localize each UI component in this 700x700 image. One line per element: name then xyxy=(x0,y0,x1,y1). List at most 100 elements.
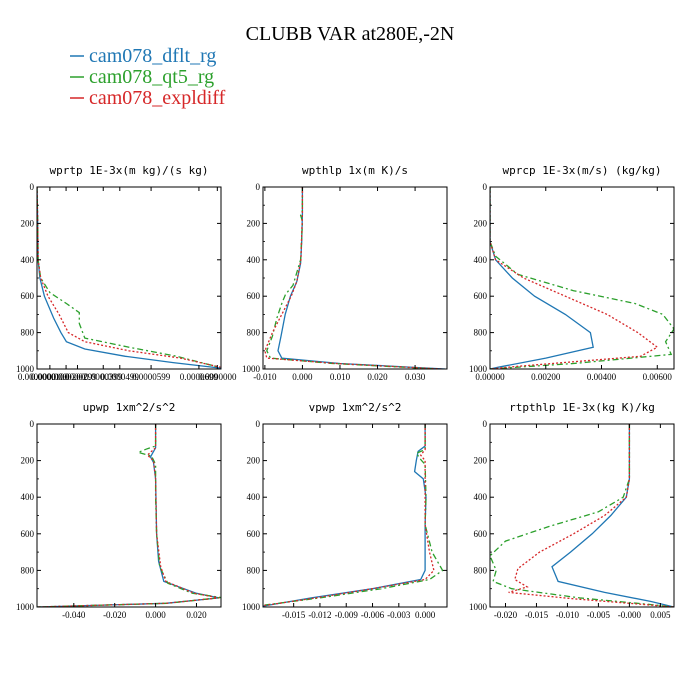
panel-title: vpwp 1xm^2/s^2 xyxy=(309,401,402,414)
x-tick-label: 0.00200 xyxy=(531,372,561,382)
x-tick-label: 0.0000000 xyxy=(18,372,57,382)
x-tick-label: 0.0000699 xyxy=(180,372,219,382)
plot-frame xyxy=(262,186,448,370)
series-line-cam078_expldiff xyxy=(264,187,442,369)
series-line-cam078_dflt_rg xyxy=(551,424,674,607)
y-tick-label: 1000 xyxy=(469,364,488,374)
y-tick-label: 800 xyxy=(21,565,35,575)
x-tick-label: -0.010 xyxy=(253,372,277,382)
x-tick-label: -0.015 xyxy=(282,610,306,620)
x-tick-label: -0.020 xyxy=(103,610,127,620)
y-tick-label: 1000 xyxy=(242,602,261,612)
plot-frame xyxy=(36,186,222,370)
series-line-cam078_dflt_rg xyxy=(37,187,221,369)
y-tick-label: 600 xyxy=(474,291,488,301)
series-line-cam078_qt5_rg xyxy=(266,187,438,369)
x-tick-label: -0.010 xyxy=(556,610,580,620)
series-line-cam078_expldiff xyxy=(37,424,220,607)
y-tick-label: 600 xyxy=(247,291,261,301)
series-line-cam078_qt5_rg xyxy=(490,424,674,607)
y-tick-label: 0 xyxy=(30,419,35,429)
x-tick-label: -0.000 xyxy=(618,610,642,620)
figure-title: CLUBB VAR at280E,-2N xyxy=(246,23,455,45)
series-line-cam078_dflt_rg xyxy=(263,424,427,607)
panel-title: wprtp 1E-3x(m kg)/(s kg) xyxy=(50,164,209,177)
plot-frame xyxy=(489,423,675,608)
panel-4: upwp 1xm^2/s^2 0 200 400 600 800 1000 -0.040 -0.… xyxy=(16,401,222,620)
x-tick-label: -0.005 xyxy=(587,610,611,620)
series-group xyxy=(263,424,444,607)
y-tick-label: 1000 xyxy=(16,602,35,612)
y-tick-label: 800 xyxy=(21,328,35,338)
y-tick-label: 0 xyxy=(256,182,261,192)
x-tick-label: 0.00000 xyxy=(475,372,505,382)
panel-3: wprcp 1E-3x(m/s) (kg/kg) 0 200 400 600 800 100… xyxy=(469,164,675,382)
series-group xyxy=(264,187,446,369)
series-group xyxy=(37,424,221,607)
x-tick-label: 0.0000000 xyxy=(198,372,237,382)
x-tick-label: 0.0000499 xyxy=(101,372,140,382)
y-tick-label: 1000 xyxy=(16,364,35,374)
y-tick-label: 600 xyxy=(21,529,35,539)
series-line-cam078_qt5_rg xyxy=(263,424,444,606)
x-tick-label: 0.005 xyxy=(650,610,671,620)
x-tick-label: 0.0000599 xyxy=(132,372,171,382)
y-tick-label: 400 xyxy=(474,255,488,265)
y-tick-label: 1000 xyxy=(469,602,488,612)
panel-2: wpthlp 1x(m K)/s 0 200 400 600 800 1000-0.010 0… xyxy=(242,164,448,382)
y-tick-label: 0 xyxy=(256,419,261,429)
x-tick-label: -0.006 xyxy=(361,610,385,620)
y-tick-label: 200 xyxy=(247,218,261,228)
x-tick-label: 0.020 xyxy=(186,610,207,620)
x-tick-label: 0.010 xyxy=(330,372,351,382)
panel-title: wpthlp 1x(m K)/s xyxy=(302,164,408,177)
y-tick-label: 800 xyxy=(474,565,488,575)
series-group xyxy=(490,424,674,607)
legend-item-expldiff: cam078_expldiff xyxy=(70,87,226,109)
legend: cam078_dflt_rg cam078_qt5_rg cam078_expl… xyxy=(70,45,226,109)
x-tick-label: -0.020 xyxy=(494,610,518,620)
series-group xyxy=(490,187,674,369)
y-tick-label: 600 xyxy=(474,529,488,539)
y-tick-label: 0 xyxy=(30,182,35,192)
y-tick-label: 600 xyxy=(247,529,261,539)
legend-item-qt5: cam078_qt5_rg xyxy=(70,66,214,88)
panel-title: upwp 1xm^2/s^2 xyxy=(83,401,176,414)
x-tick-label: 0.020 xyxy=(367,372,388,382)
x-tick-label: 0.000 xyxy=(145,610,166,620)
y-tick-label: 200 xyxy=(21,218,35,228)
plot-frame xyxy=(36,423,222,608)
x-tick-label: 0.000 xyxy=(415,610,436,620)
panel-title: wprcp 1E-3x(m/s) (kg/kg) xyxy=(503,164,662,177)
x-tick-label: 0.00600 xyxy=(643,372,673,382)
y-tick-label: 400 xyxy=(21,255,35,265)
y-tick-label: 0 xyxy=(483,182,488,192)
series-line-cam078_qt5_rg xyxy=(37,187,220,368)
x-tick-label: 0.000 xyxy=(292,372,313,382)
y-tick-label: 200 xyxy=(247,456,261,466)
panels: wprtp 1E-3x(m kg)/(s kg) 0 200 400 600 800 100… xyxy=(16,164,675,620)
x-tick-label: 0.0000200 xyxy=(47,372,86,382)
y-tick-label: 600 xyxy=(21,291,35,301)
series-line-cam078_expldiff xyxy=(37,187,221,368)
y-tick-label: 400 xyxy=(247,492,261,502)
y-tick-label: 800 xyxy=(247,565,261,575)
x-tick-label: 0.0000100 xyxy=(31,372,70,382)
legend-label-expldiff: cam078_expldiff xyxy=(89,87,226,109)
panel-1: wprtp 1E-3x(m kg)/(s kg) 0 200 400 600 800 100… xyxy=(16,164,237,382)
y-tick-label: 800 xyxy=(247,328,261,338)
plot-frame xyxy=(489,186,675,370)
y-tick-label: 0 xyxy=(483,419,488,429)
y-tick-label: 400 xyxy=(474,492,488,502)
series-line-cam078_qt5_rg xyxy=(37,424,221,607)
x-tick-label: -0.012 xyxy=(308,610,331,620)
y-tick-label: 400 xyxy=(21,492,35,502)
panel-title: rtpthlp 1E-3x(kg K)/kg xyxy=(509,401,655,414)
y-tick-label: 1000 xyxy=(242,364,261,374)
x-tick-label: 0.030 xyxy=(405,372,426,382)
series-line-cam078_expldiff xyxy=(508,424,674,607)
x-tick-label: 0.00400 xyxy=(587,372,617,382)
legend-label-dflt: cam078_dflt_rg xyxy=(89,45,216,67)
